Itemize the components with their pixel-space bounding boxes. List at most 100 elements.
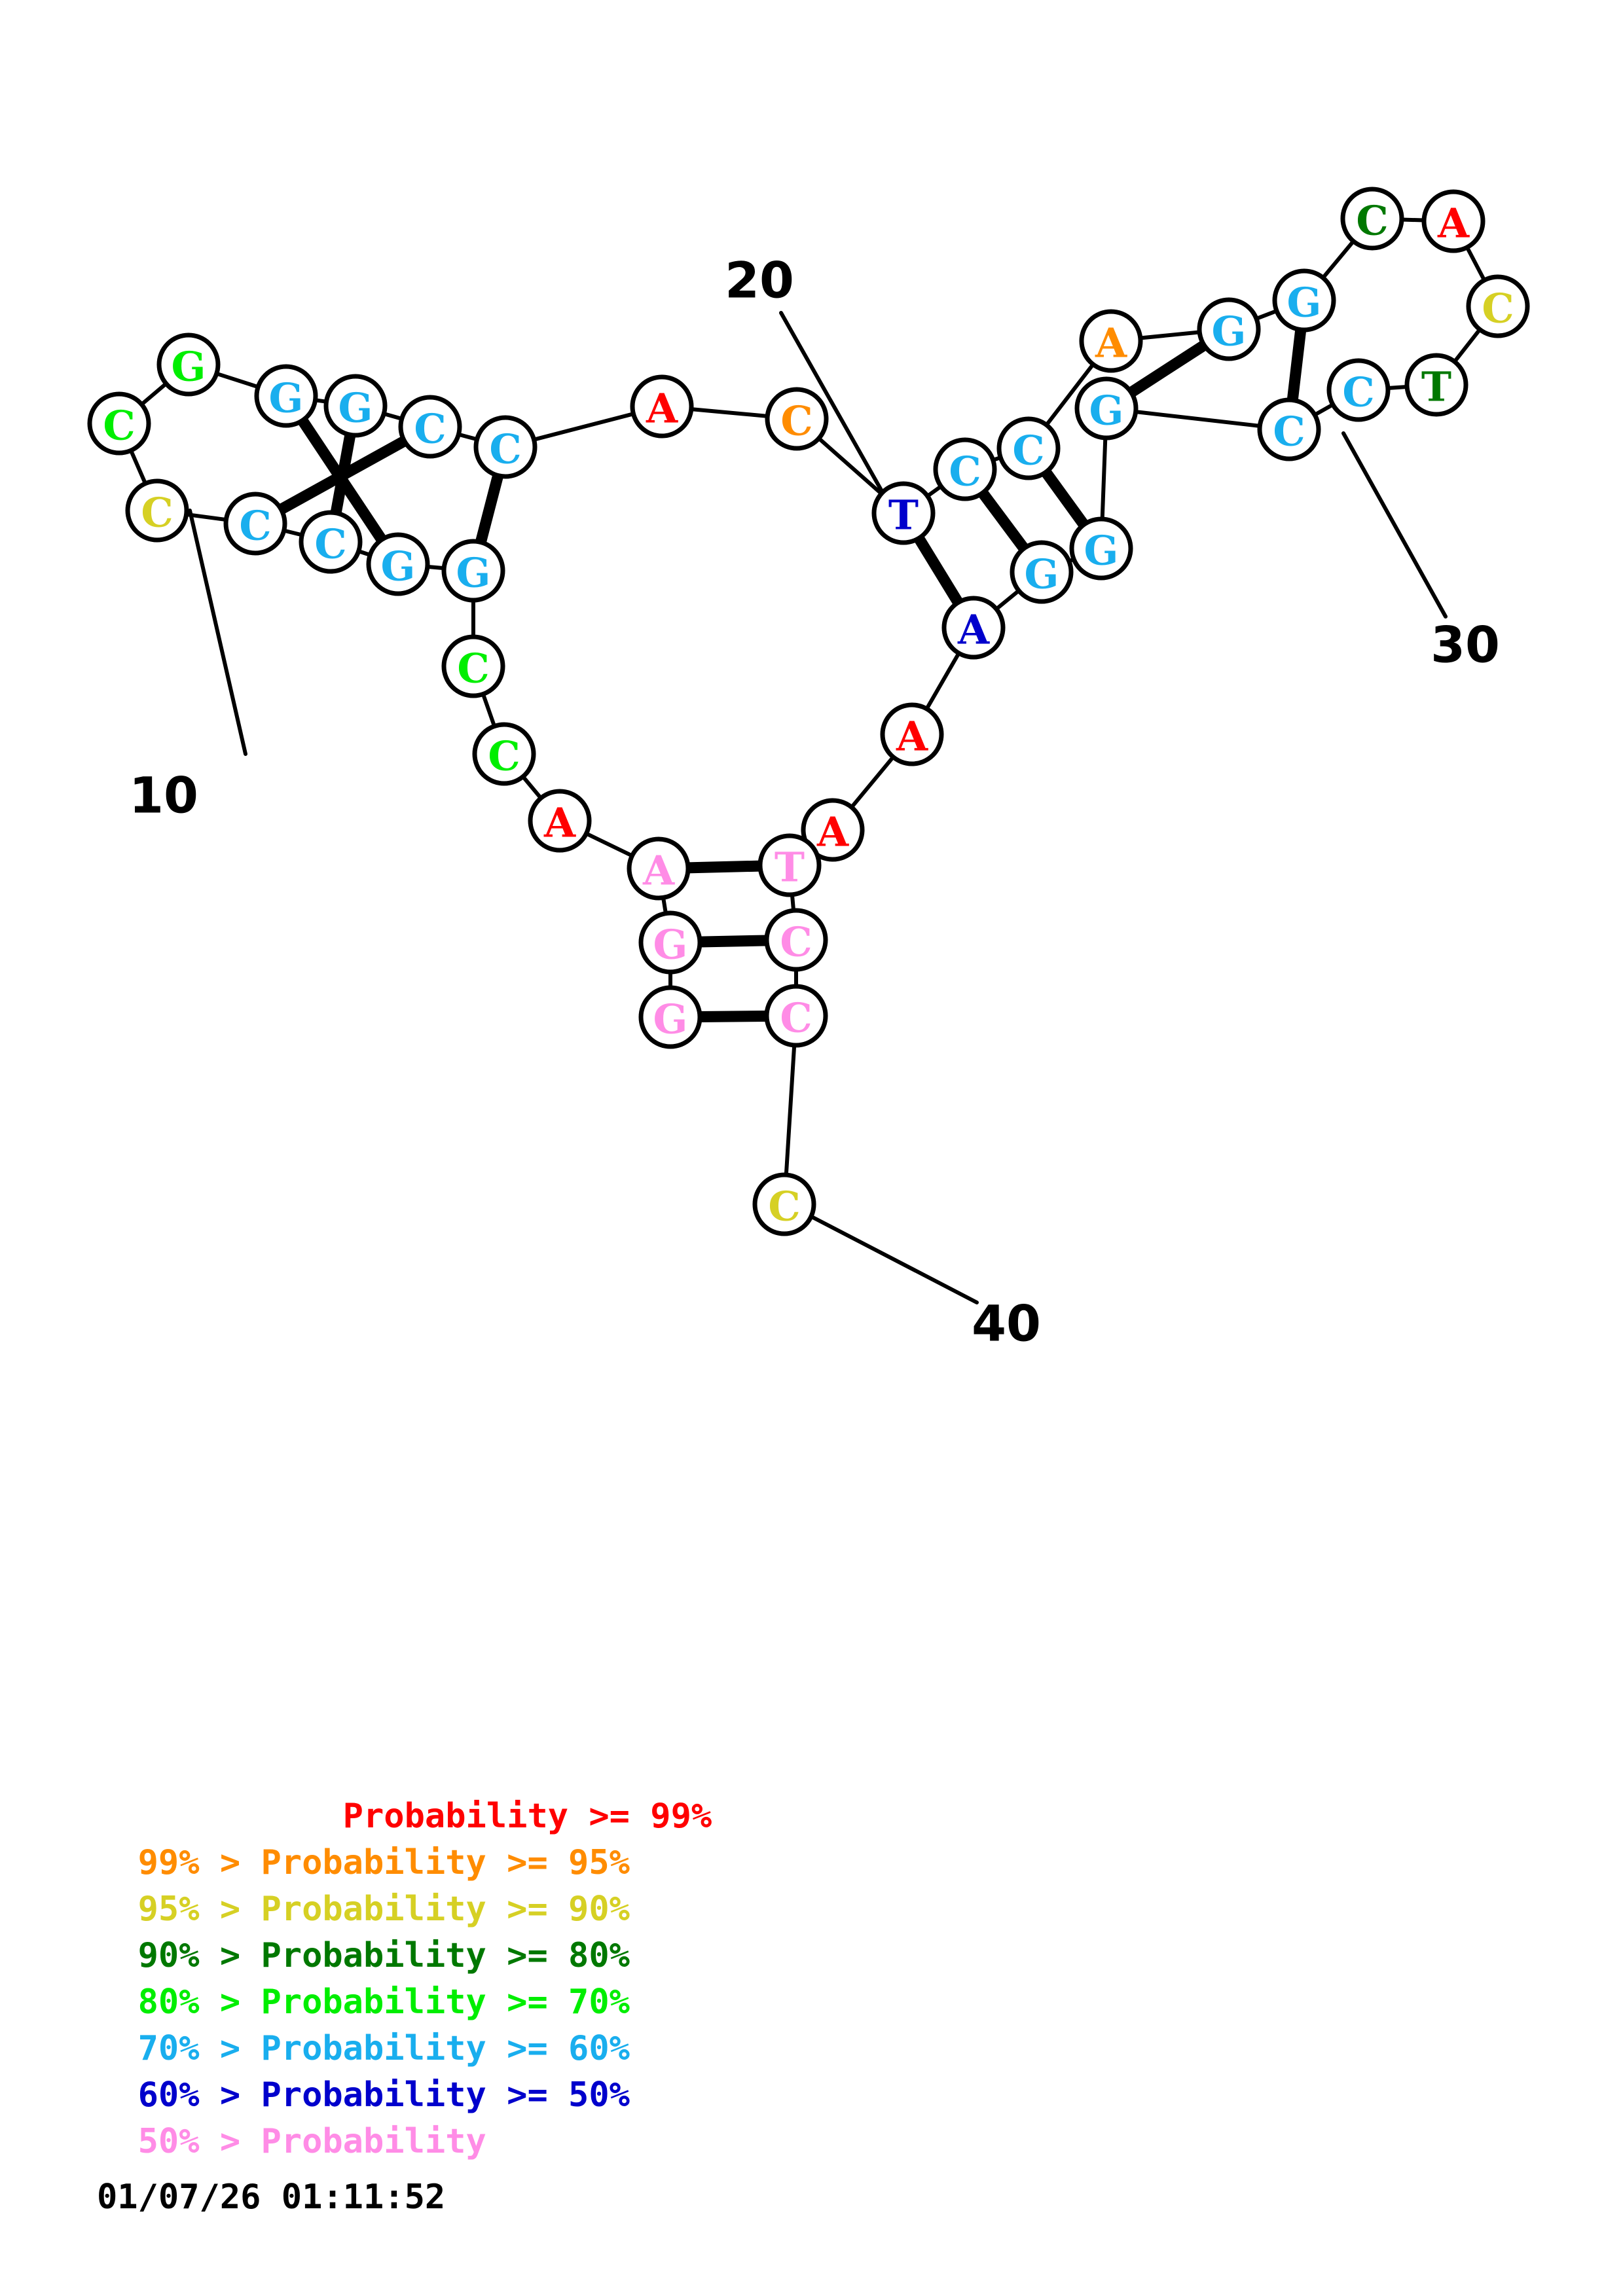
nucleotide-n36[interactable]: C xyxy=(441,634,505,698)
position-leader-lines xyxy=(188,311,1448,1304)
nucleotide-n34[interactable]: A xyxy=(528,789,592,853)
nucleotide-circle xyxy=(223,492,287,556)
position-label-10: 10 xyxy=(129,766,198,825)
nucleotide-n41[interactable]: C xyxy=(125,478,189,543)
nucleotide-n27[interactable]: T xyxy=(757,833,822,897)
nucleotide-letter: C xyxy=(488,732,520,780)
leader-line-40 xyxy=(805,1212,979,1304)
nucleotide-n37[interactable]: G xyxy=(441,539,505,603)
nucleotide-n31[interactable]: G xyxy=(638,985,702,1049)
nucleotide-letter: G xyxy=(456,549,491,597)
nucleotide-n11[interactable]: C xyxy=(996,416,1061,480)
nucleotide-n28[interactable]: C xyxy=(764,908,828,972)
nucleotide-n22[interactable]: G xyxy=(1069,516,1133,581)
nucleotide-letter: G xyxy=(1089,387,1124,435)
nucleotide-circle xyxy=(1466,274,1530,338)
nucleotide-n2[interactable]: G xyxy=(156,332,221,397)
base-pair-bond xyxy=(1286,329,1307,401)
backbone-bond xyxy=(1254,309,1279,321)
nucleotide-letter: A xyxy=(1095,319,1127,367)
nucleotide-n33[interactable]: A xyxy=(627,836,691,901)
nucleotide-letter: C xyxy=(1356,197,1388,245)
legend-row-p80_70: 80% > Probability >= 70% xyxy=(97,1982,630,2022)
nucleotide-circle xyxy=(1326,358,1391,422)
base-pair-bond xyxy=(699,935,767,948)
nucleotide-letter: A xyxy=(1437,200,1470,247)
nucleotide-letter: T xyxy=(775,844,805,891)
backbone-bond xyxy=(532,412,636,442)
nucleotide-n6[interactable]: C xyxy=(473,415,538,479)
nucleotide-n15[interactable]: C xyxy=(1340,187,1404,251)
nucleotide-letter: G xyxy=(1287,279,1322,327)
nucleotide-n12[interactable]: A xyxy=(1079,309,1143,373)
nucleotide-letter: G xyxy=(269,374,304,422)
legend-row-p95: 99% > Probability >= 95% xyxy=(97,1843,630,1882)
nucleotide-n1[interactable]: C xyxy=(87,391,151,456)
legend-row-p50: 50% > Probability xyxy=(97,2122,486,2161)
nucleotide-letter: T xyxy=(1421,363,1451,411)
nucleotide-circle xyxy=(638,910,702,975)
nucleotide-n29[interactable]: C xyxy=(764,984,828,1048)
nucleotide-node-group: CGG G C CA CTC CA GGC ACTCCGGGAAATCCCGGAACCGGCC… xyxy=(87,187,1530,1236)
nucleotide-letter: G xyxy=(1025,550,1059,598)
nucleotide-letter: G xyxy=(653,921,688,969)
nucleotide-letter: C xyxy=(780,918,812,966)
backbone-bond xyxy=(214,371,261,389)
nucleotide-n20[interactable]: C xyxy=(1257,397,1321,461)
nucleotide-letter: C xyxy=(1342,368,1374,416)
backbone-bond xyxy=(1465,245,1487,283)
nucleotide-n4[interactable]: G xyxy=(323,374,388,438)
nucleotide-n8[interactable]: C xyxy=(765,387,829,451)
nucleotide-n5[interactable]: C xyxy=(398,395,462,459)
nucleotide-n18[interactable]: T xyxy=(1404,353,1468,417)
nucleotide-n35[interactable]: C xyxy=(472,722,536,786)
nucleotide-circle xyxy=(996,416,1061,480)
nucleotide-circle xyxy=(472,722,536,786)
backbone-bond xyxy=(689,407,770,418)
probability-legend: Probability >= 99% 99% > Probability >= … xyxy=(97,1793,752,2221)
nucleotide-circle xyxy=(1421,189,1486,253)
backbone-bond xyxy=(1399,217,1427,223)
nucleotide-n26[interactable]: A xyxy=(801,798,865,862)
nucleotide-letter: G xyxy=(338,384,373,432)
nucleotide-n3[interactable]: G xyxy=(254,364,318,428)
nucleotide-n14[interactable]: G xyxy=(1272,268,1336,332)
position-label-40: 40 xyxy=(972,1295,1041,1353)
backbone-bond xyxy=(1133,410,1262,428)
nucleotide-n7[interactable]: A xyxy=(630,374,694,439)
nucleotide-n21[interactable]: G xyxy=(1074,376,1139,440)
nucleotide-n25[interactable]: A xyxy=(880,702,944,766)
nucleotide-circle xyxy=(1197,297,1261,361)
backbone-bond xyxy=(128,448,148,486)
backbone-bond xyxy=(425,564,447,571)
nucleotide-n24[interactable]: A xyxy=(941,596,1006,660)
position-label-30: 30 xyxy=(1431,616,1500,674)
nucleotide-circle xyxy=(941,596,1006,660)
nucleotide-n38[interactable]: G xyxy=(366,532,430,596)
nucleotide-circle xyxy=(1340,187,1404,251)
legend-row-p90_80: 90% > Probability >= 80% xyxy=(97,1936,630,1975)
nucleotide-circle xyxy=(1010,540,1074,604)
nucleotide-letter: A xyxy=(957,606,990,654)
nucleotide-n30[interactable]: C xyxy=(752,1172,816,1236)
nucleotide-letter: C xyxy=(141,489,173,537)
nucleotide-n23[interactable]: G xyxy=(1010,540,1074,604)
base-pair-bond xyxy=(914,535,963,606)
nucleotide-letter: A xyxy=(543,799,576,847)
nucleotide-n13[interactable]: G xyxy=(1197,297,1261,361)
base-pair-bond xyxy=(1128,340,1207,397)
nucleotide-n19[interactable]: C xyxy=(1326,358,1391,422)
nucleotide-circle xyxy=(627,836,691,901)
nucleotide-n10[interactable]: C xyxy=(933,437,997,501)
nucleotide-n16[interactable]: A xyxy=(1421,189,1486,253)
nucleotide-n9[interactable]: T xyxy=(871,481,936,545)
nucleotide-n32[interactable]: G xyxy=(638,910,702,975)
nucleotide-circle xyxy=(757,833,822,897)
nucleotide-n17[interactable]: C xyxy=(1466,274,1530,338)
nucleotide-letter: C xyxy=(949,448,981,495)
nucleotide-letter: G xyxy=(1084,527,1119,575)
nucleotide-n40[interactable]: C xyxy=(223,492,287,556)
nucleotide-n39[interactable]: C xyxy=(299,510,363,574)
nucleotide-letter: A xyxy=(896,713,928,761)
structure-svg: CGG G C CA CTC CA GGC ACTCCGGGAAATCCCGGAACCGGCC… xyxy=(87,187,1530,1353)
